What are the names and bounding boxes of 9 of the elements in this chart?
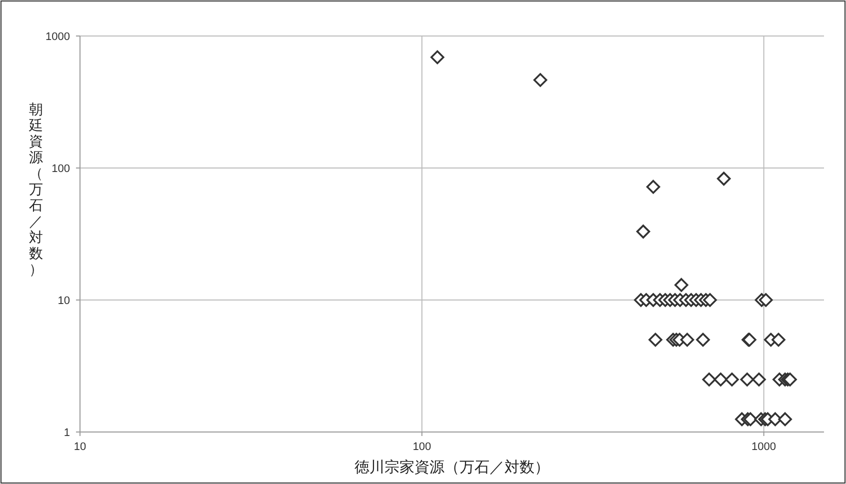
y-tick-label: 10	[58, 295, 70, 307]
x-tick-label: 100	[412, 441, 432, 453]
y-tick-label: 1	[64, 427, 70, 439]
text: 朝廷資源（万石／対数）	[29, 101, 43, 277]
x-axis-title: 徳川宗家資源（万石／対数）	[354, 459, 550, 476]
x-tick-label: 1000	[752, 441, 776, 453]
y-tick-label: 100	[52, 163, 70, 175]
x-tick-label: 10	[74, 441, 86, 453]
y-tick-label: 1000	[46, 31, 70, 43]
